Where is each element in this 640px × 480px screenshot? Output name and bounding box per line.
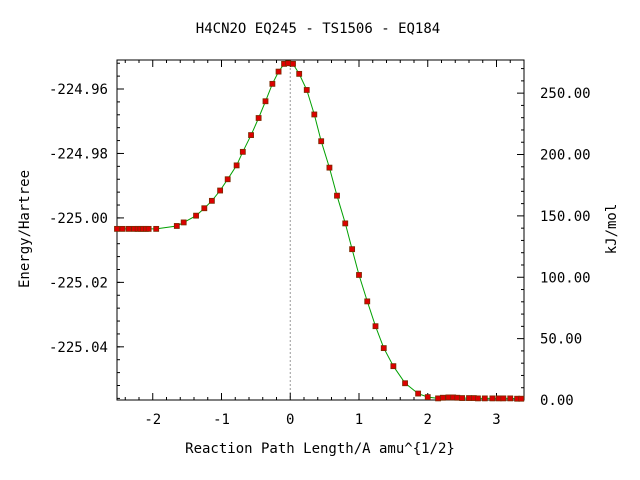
data-point bbox=[208, 197, 215, 204]
data-point bbox=[380, 345, 387, 352]
data-point bbox=[356, 272, 362, 278]
data-point bbox=[296, 70, 303, 77]
data-point bbox=[489, 395, 496, 402]
y-tick-label: -224.96 bbox=[49, 82, 108, 98]
data-point bbox=[475, 395, 481, 402]
data-point bbox=[500, 395, 507, 402]
data-point bbox=[262, 98, 269, 105]
data-point bbox=[481, 395, 488, 402]
data-point bbox=[415, 390, 422, 397]
data-point bbox=[454, 394, 461, 401]
y-tick-label: -225.00 bbox=[49, 211, 108, 227]
series-line bbox=[117, 62, 522, 400]
y-axis-label: Energy/Hartree bbox=[17, 170, 33, 288]
y2-tick-label: 0.00 bbox=[540, 393, 574, 409]
data-point bbox=[390, 363, 397, 370]
y2-tick-label: 100.00 bbox=[540, 270, 591, 286]
data-point bbox=[318, 138, 325, 145]
y2-tick-label: 50.00 bbox=[540, 332, 582, 348]
data-point bbox=[119, 225, 126, 232]
data-point bbox=[275, 68, 282, 75]
chart-title: H4CN2O EQ245 - TS1506 - EQ184 bbox=[196, 21, 440, 37]
data-point bbox=[239, 148, 246, 155]
data-point bbox=[269, 80, 276, 87]
x-tick-label: 0 bbox=[286, 412, 294, 428]
data-point bbox=[424, 394, 431, 400]
y-tick-label: -224.98 bbox=[49, 146, 108, 162]
data-point bbox=[334, 192, 340, 199]
y-tick-label: -225.04 bbox=[49, 340, 108, 356]
data-point bbox=[285, 60, 292, 67]
y2-axis-label: kJ/mol bbox=[604, 204, 620, 255]
data-point bbox=[466, 395, 472, 401]
y-tick-label: -225.02 bbox=[49, 275, 108, 291]
y2-tick-label: 200.00 bbox=[540, 148, 591, 164]
data-point bbox=[364, 298, 371, 305]
data-point bbox=[217, 187, 224, 194]
data-point bbox=[445, 394, 452, 401]
data-point bbox=[402, 380, 408, 387]
x-tick-label: 1 bbox=[355, 412, 363, 428]
x-tick-label: -1 bbox=[213, 412, 230, 428]
x-tick-label: -2 bbox=[144, 412, 161, 428]
data-point bbox=[303, 87, 310, 93]
data-point bbox=[201, 205, 208, 212]
data-point bbox=[248, 132, 254, 138]
plot-frame bbox=[116, 59, 525, 401]
data-point bbox=[518, 395, 525, 402]
data-point bbox=[193, 212, 199, 219]
data-point bbox=[495, 395, 502, 402]
data-point bbox=[114, 225, 120, 232]
data-point bbox=[125, 225, 132, 232]
data-point bbox=[311, 111, 318, 118]
data-point bbox=[290, 60, 296, 67]
data-point bbox=[255, 115, 262, 121]
y2-tick-label: 250.00 bbox=[540, 86, 591, 102]
data-point bbox=[342, 220, 349, 227]
x-tick-label: 2 bbox=[424, 412, 432, 428]
data-point bbox=[180, 219, 187, 226]
data-point bbox=[459, 395, 466, 401]
data-point bbox=[153, 225, 160, 232]
x-axis-label: Reaction Path Length/A amu^{1/2} bbox=[185, 441, 455, 457]
data-point bbox=[349, 246, 356, 253]
data-point bbox=[145, 225, 152, 232]
x-tick-label: 3 bbox=[492, 412, 500, 428]
data-point bbox=[507, 395, 514, 402]
data-point bbox=[372, 323, 379, 330]
y2-tick-label: 150.00 bbox=[540, 209, 591, 225]
plot-area: -2 -1 0 1 2 3 -224.96 -224.98 -225.00 -225.02 -225… bbox=[49, 59, 591, 428]
data-point bbox=[173, 223, 180, 229]
data-point bbox=[439, 394, 446, 401]
data-point bbox=[233, 162, 240, 169]
data-point bbox=[224, 176, 231, 183]
data-point bbox=[435, 395, 441, 402]
data-point bbox=[326, 164, 333, 171]
